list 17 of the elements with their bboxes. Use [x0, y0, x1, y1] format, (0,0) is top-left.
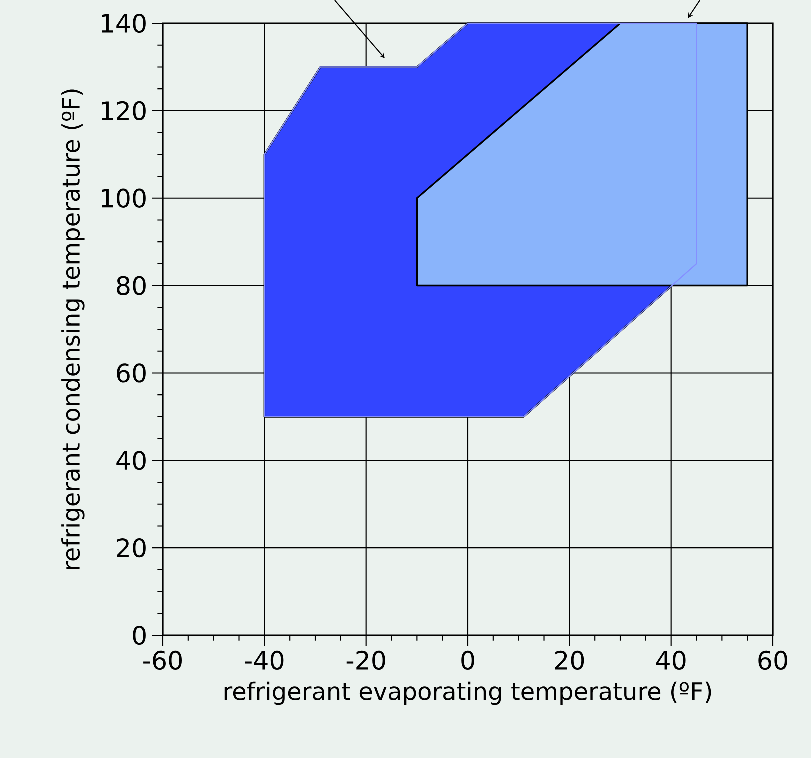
x-tick-label: -60: [144, 651, 182, 670]
y-tick-label: 100: [102, 189, 146, 208]
x-tick-label: 60: [758, 651, 788, 670]
y-tick-label: 120: [102, 102, 146, 121]
x-tick-label: -40: [245, 651, 284, 670]
y-tick-label: 20: [117, 538, 146, 558]
y-tick-label: 40: [116, 451, 146, 470]
y-tick-label: 0: [133, 626, 146, 646]
x-tick-label: -20: [346, 651, 386, 670]
y-axis-title: refrigerant condensing temperature (ºF): [62, 90, 85, 570]
y-tick-label: 140: [102, 14, 146, 34]
x-axis-title: refrigerant evaporating temperature (ºF): [224, 682, 712, 706]
x-tick-label: 40: [656, 651, 686, 670]
y-tick-label: 60: [117, 364, 146, 384]
x-tick-label: 20: [555, 651, 584, 670]
x-tick-label: 0: [462, 651, 474, 670]
y-tick-label: 80: [117, 276, 146, 296]
